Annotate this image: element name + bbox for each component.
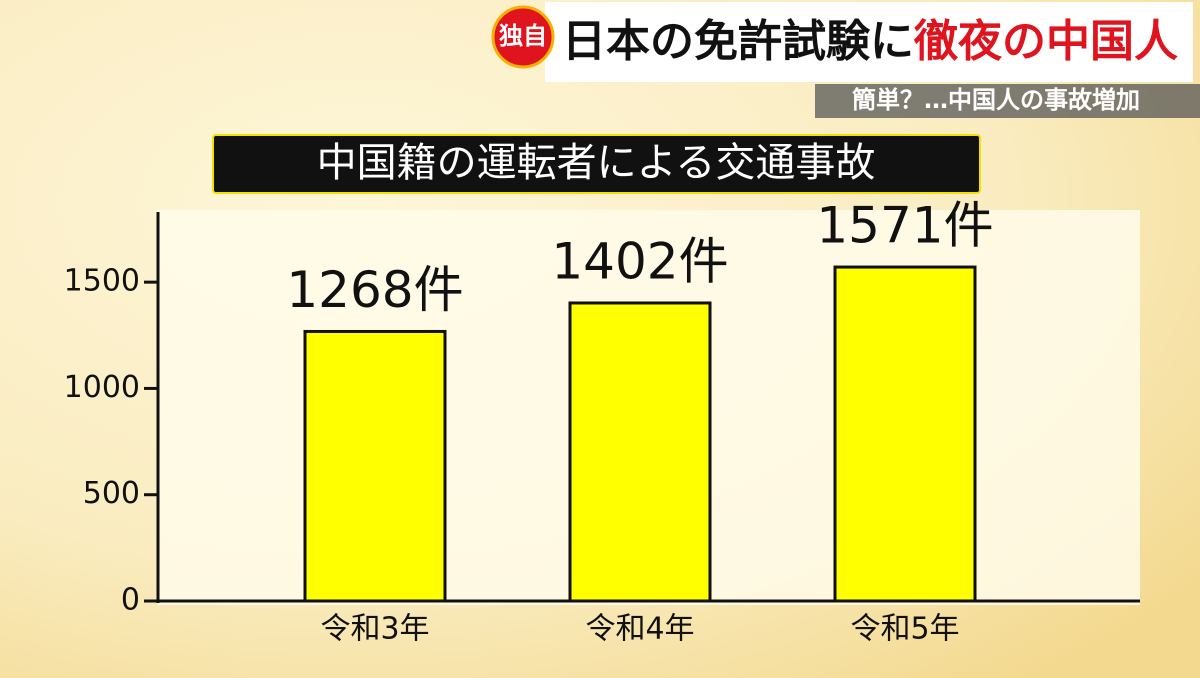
subheadline: 簡単？…中国人の事故増加 <box>852 86 1140 114</box>
chart-title: 中国籍の運転者による交通事故 <box>317 140 876 186</box>
y-tick-label: 0 <box>121 583 140 618</box>
bar <box>833 265 977 603</box>
x-tick-label: 令和5年 <box>850 612 959 647</box>
tag-badge <box>491 5 555 69</box>
headline-highlight: 徹夜の中国人 <box>913 16 1178 67</box>
x-tick-label: 令和4年 <box>585 612 694 647</box>
headline-text: 日本の免許試験に <box>562 16 914 67</box>
subheadline-strip <box>815 84 1200 118</box>
tag: 独自 <box>499 22 547 50</box>
x-tick-label: 令和3年 <box>320 612 429 647</box>
y-tick-label: 1000 <box>64 370 140 405</box>
y-tick-label: 1500 <box>64 264 140 299</box>
bar <box>303 329 447 603</box>
title-box <box>212 134 981 194</box>
headline: 日本の免許試験に徹夜の中国人 <box>562 16 1178 67</box>
value-label: 1571件 <box>816 197 993 255</box>
y-tick-label: 500 <box>83 476 140 511</box>
bar <box>568 301 712 603</box>
value-label: 1268件 <box>286 261 463 319</box>
value-label: 1402件 <box>551 232 728 290</box>
headline-box <box>545 2 1193 82</box>
